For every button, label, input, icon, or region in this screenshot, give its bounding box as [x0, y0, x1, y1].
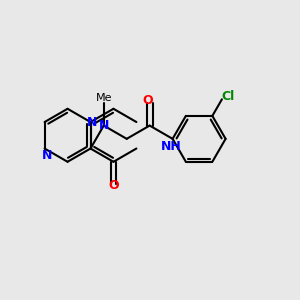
Text: NH: NH [161, 140, 182, 153]
Text: N: N [99, 119, 109, 132]
Text: N: N [42, 148, 52, 161]
Text: N: N [87, 116, 97, 128]
Text: Cl: Cl [222, 90, 235, 103]
Text: O: O [143, 94, 154, 106]
Text: O: O [108, 179, 119, 192]
Text: Me: Me [95, 93, 112, 103]
